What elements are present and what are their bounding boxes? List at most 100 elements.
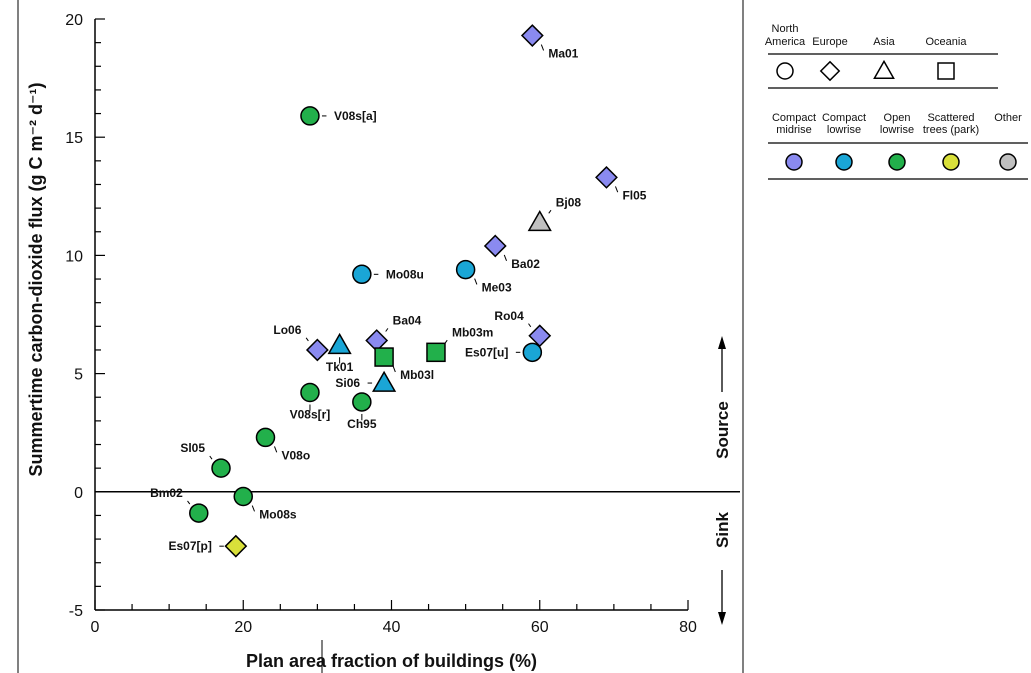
x-tick-label: 20 bbox=[234, 619, 252, 636]
point-label: Tk01 bbox=[326, 360, 354, 374]
leader-line bbox=[187, 500, 191, 505]
legend-shape-diamond bbox=[819, 60, 841, 82]
data-point-group: Sl05 bbox=[180, 441, 231, 478]
point-label: Ma01 bbox=[548, 47, 578, 61]
y-tick-label: 20 bbox=[65, 12, 83, 29]
x-tick-label: 80 bbox=[679, 619, 697, 636]
x-axis-label: Plan area fraction of buildings (%) bbox=[246, 651, 537, 671]
data-point-diamond bbox=[483, 234, 507, 258]
sink-arrow-head bbox=[718, 612, 726, 625]
leader-line bbox=[540, 44, 545, 51]
data-point-circle bbox=[255, 427, 276, 448]
point-label: Fl05 bbox=[622, 188, 646, 202]
data-point-circle bbox=[300, 106, 320, 126]
continent-legend-label: Asia bbox=[873, 36, 895, 48]
axes: 0 20 40 60 80 -5 0 5 10 15 20 bbox=[65, 12, 740, 636]
data-point-circle bbox=[522, 342, 543, 363]
x-tick-label: 0 bbox=[91, 619, 100, 636]
point-label: Es07[u] bbox=[465, 345, 508, 359]
data-point-group: Ro04 bbox=[494, 309, 552, 348]
data-point-group: Ma01 bbox=[520, 24, 579, 61]
point-label: Es07[p] bbox=[168, 539, 211, 553]
data-point-triangle bbox=[327, 332, 352, 355]
data-point-diamond bbox=[595, 165, 618, 189]
data-point-diamond bbox=[520, 24, 544, 47]
data-point-group: Mo08u bbox=[352, 264, 424, 285]
continent-legend-label: America bbox=[765, 36, 806, 48]
source-label: Source bbox=[713, 401, 732, 459]
leader-line bbox=[209, 455, 213, 460]
point-label: Sl05 bbox=[180, 441, 205, 455]
data-point-group: Ch95 bbox=[347, 392, 377, 431]
data-point-group: Bj08 bbox=[527, 195, 582, 232]
data-point-group: Tk01 bbox=[326, 332, 354, 374]
data-point-group: Mo08s bbox=[233, 486, 297, 522]
leader-line bbox=[392, 365, 396, 373]
continent-legend-label: Europe bbox=[812, 36, 847, 48]
point-label: V08s[r] bbox=[290, 408, 331, 422]
data-point-triangle bbox=[371, 370, 397, 392]
continent-legend-label: North bbox=[772, 23, 799, 35]
continent-legend-label: Oceania bbox=[926, 36, 968, 48]
lcz-legend-label: Compact bbox=[822, 112, 866, 124]
y-tick-label: 10 bbox=[65, 248, 83, 265]
data-point-square bbox=[426, 342, 446, 363]
data-point-triangle bbox=[527, 209, 552, 232]
lcz-legend-label: trees (park) bbox=[923, 124, 979, 136]
point-label: Si06 bbox=[335, 376, 360, 390]
y-tick-label: -5 bbox=[69, 603, 83, 620]
x-tick-label: 40 bbox=[383, 619, 401, 636]
source-sink-indicator: Source Sink bbox=[713, 336, 732, 625]
data-point-group: Es07[p] bbox=[168, 534, 248, 558]
lcz-legend-label: lowrise bbox=[827, 124, 861, 136]
point-label: Bj08 bbox=[556, 195, 582, 209]
lcz-legend-label: Scattered bbox=[927, 112, 974, 124]
data-point-circle bbox=[189, 503, 209, 523]
source-arrow-head bbox=[718, 336, 726, 349]
data-point-group: Mb03m bbox=[426, 325, 493, 363]
point-label: Me03 bbox=[482, 281, 512, 295]
data-point-circle bbox=[211, 458, 231, 478]
axis-labels: Plan area fraction of buildings (%) Summ… bbox=[26, 82, 537, 671]
data-point-group: Bm02 bbox=[150, 486, 209, 523]
lcz-legend-label: midrise bbox=[776, 124, 811, 136]
legend-shape-circle bbox=[776, 62, 794, 80]
data-point-group: Fl05 bbox=[595, 165, 647, 202]
legend-shape-square bbox=[937, 62, 955, 80]
point-label: Mo08s bbox=[259, 508, 297, 522]
data-point-group: Es07[u] bbox=[465, 342, 543, 363]
data-point-group: V08o bbox=[255, 427, 310, 462]
y-tick-label: 0 bbox=[74, 485, 83, 502]
point-label: Ro04 bbox=[494, 309, 524, 323]
point-label: Mo08u bbox=[386, 267, 424, 281]
point-label: Bm02 bbox=[150, 486, 183, 500]
leader-line bbox=[474, 278, 478, 285]
data-point-circle bbox=[455, 259, 476, 280]
data-point-group: Me03 bbox=[455, 259, 512, 295]
leader-line bbox=[614, 186, 619, 193]
point-label: Ch95 bbox=[347, 417, 377, 431]
leader-line bbox=[548, 209, 552, 214]
lcz-legend-swatch bbox=[942, 153, 960, 171]
point-label: Ba02 bbox=[511, 257, 540, 271]
legend-shape-triangle bbox=[873, 59, 895, 79]
y-tick-label: 5 bbox=[74, 367, 83, 384]
data-point-group: Ba04 bbox=[365, 314, 422, 352]
y-tick-label: 15 bbox=[65, 130, 83, 147]
data-point-circle bbox=[352, 264, 372, 285]
data-point-diamond bbox=[224, 534, 248, 558]
leader-line bbox=[385, 328, 389, 332]
data-point-group: V08s[r] bbox=[290, 382, 331, 422]
data-point-group: V08s[a] bbox=[300, 106, 377, 126]
x-tick-label: 60 bbox=[531, 619, 549, 636]
data-point-group: Ba02 bbox=[483, 234, 540, 271]
point-label: Lo06 bbox=[273, 323, 301, 337]
data-point-circle bbox=[233, 486, 253, 507]
sink-label: Sink bbox=[713, 512, 732, 548]
point-label: Mb03m bbox=[452, 325, 493, 339]
y-axis-label: Summertime carbon-dioxide flux (g C m⁻² … bbox=[26, 82, 46, 476]
leader-line bbox=[528, 323, 532, 328]
data-point-group: Si06 bbox=[335, 370, 397, 392]
